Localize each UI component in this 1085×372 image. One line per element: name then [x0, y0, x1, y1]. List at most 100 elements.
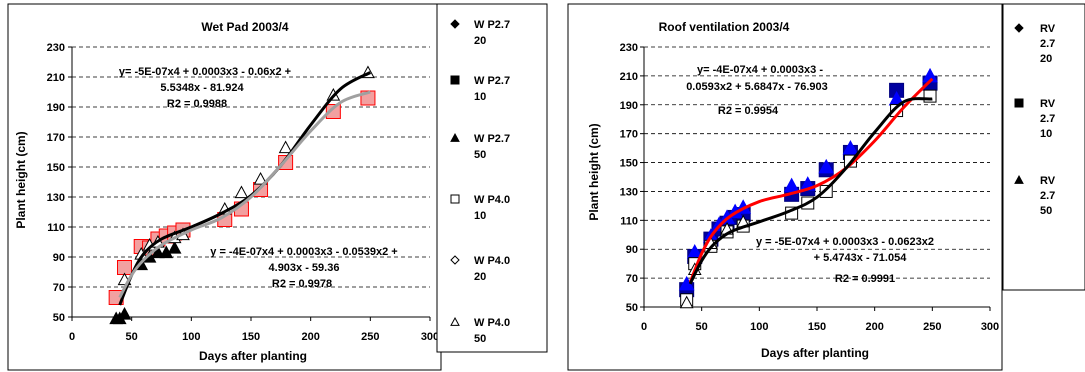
legend-label: RV: [1040, 175, 1056, 187]
legend-label: 10: [1040, 128, 1052, 140]
legend-box: [436, 3, 548, 353]
y-tick-label: 190: [620, 100, 638, 112]
chart-2: Roof ventilation 2003/4 50 70 90 110 130 150 17…: [567, 3, 1085, 371]
y-tick-label: 130: [47, 192, 65, 204]
equation-label: + 5.4743x - 71.054: [814, 252, 908, 264]
data-point: [117, 260, 133, 275]
legend-label: 20: [474, 35, 486, 47]
legend-label: 10: [474, 210, 486, 222]
legend-label: W P4.0: [474, 194, 510, 206]
x-tick-label: 200: [301, 331, 319, 343]
data-point: [234, 185, 249, 199]
x-tick-label: 250: [923, 321, 941, 333]
data-point: [818, 158, 835, 174]
x-tick-label: 300: [421, 331, 439, 343]
data-point: [117, 306, 132, 320]
data-point: [842, 140, 859, 155]
y-tick-label: 150: [620, 158, 638, 170]
y-tick-label: 70: [626, 273, 638, 285]
legend-label: W P2.7: [474, 19, 510, 31]
legend-label: W P2.7: [474, 133, 510, 145]
x-axis-label: Days after planting: [761, 346, 869, 360]
legend-label: 20: [1040, 53, 1052, 65]
legend-label: 10: [474, 91, 486, 103]
legend-label: W P4.0: [474, 317, 510, 329]
x-tick-label: 0: [641, 321, 647, 333]
y-tick-label: 210: [620, 71, 638, 83]
y-tick-label: 170: [47, 132, 65, 144]
equation-label: y = -5E-07x4 + 0.0003x3 - 0.0623x2: [756, 236, 934, 248]
legend-label: RV: [1040, 23, 1056, 35]
y-tick-label: 110: [620, 215, 638, 227]
y-tick-label: 70: [53, 282, 65, 294]
equation-label: 4.903x - 59.36: [269, 262, 340, 274]
legend-label: RV: [1040, 98, 1056, 110]
trendline: [688, 97, 933, 285]
legend-marker: [450, 316, 460, 326]
legend-marker: [450, 132, 460, 142]
legend-marker: [450, 75, 460, 85]
legend-label: 50: [474, 333, 486, 345]
y-tick-label: 230: [620, 42, 638, 54]
legend-label: 2.7: [1040, 113, 1055, 125]
equation-label: 5.5348x - 81.924: [160, 82, 244, 94]
data-point: [278, 140, 293, 154]
equation-label: R2 = 0.9954: [718, 105, 779, 117]
equation-label: R2 = 0.9978: [272, 278, 332, 290]
x-tick-label: 200: [865, 321, 883, 333]
equation-label: 0.0593x2 + 5.6847x - 76.903: [686, 81, 828, 93]
x-tick-label: 50: [696, 321, 708, 333]
x-tick-label: 100: [750, 321, 768, 333]
legend-label: W P2.7: [474, 75, 510, 87]
legend-label: 20: [474, 271, 486, 283]
equation-label: R2 = 0.9988: [167, 98, 227, 110]
chart-title: Wet Pad 2003/4: [201, 20, 288, 34]
y-tick-label: 50: [53, 312, 65, 324]
chart-frame: [7, 3, 442, 371]
legend-label: W P4.0: [474, 255, 510, 267]
equation-label: y = -4E-07x4 + 0.0003x3 - 0.0539x2 +: [210, 246, 397, 258]
y-tick-label: 130: [620, 186, 638, 198]
y-tick-label: 170: [620, 129, 638, 141]
y-axis-label: Plant height (cm): [587, 123, 601, 220]
data-point: [151, 245, 165, 259]
x-tick-label: 300: [981, 321, 999, 333]
y-tick-label: 110: [47, 222, 65, 234]
data-point: [253, 171, 268, 185]
data-point: [819, 184, 833, 198]
x-tick-label: 0: [69, 331, 75, 343]
y-tick-label: 50: [626, 302, 638, 314]
legend-label: 50: [474, 149, 486, 161]
data-point: [679, 295, 694, 309]
legend-marker: [450, 194, 460, 204]
chart-title: Roof ventilation 2003/4: [659, 20, 790, 34]
x-tick-label: 150: [242, 331, 260, 343]
legend-marker: [1014, 23, 1024, 33]
legend-box: [1002, 3, 1085, 291]
x-tick-label: 50: [126, 331, 138, 343]
legend-marker: [450, 19, 460, 29]
x-tick-label: 150: [808, 321, 826, 333]
legend-label: 2.7: [1040, 38, 1055, 50]
y-tick-label: 210: [47, 72, 65, 84]
trendline: [118, 90, 371, 299]
y-tick-label: 90: [53, 252, 65, 264]
y-tick-label: 150: [47, 162, 65, 174]
legend-label: 50: [1040, 205, 1052, 217]
y-tick-label: 190: [47, 102, 65, 114]
x-tick-label: 250: [361, 331, 379, 343]
trendline: [688, 77, 934, 284]
legend-marker: [450, 255, 460, 265]
y-axis-label: Plant height (cm): [14, 131, 28, 228]
data-point: [783, 177, 800, 193]
data-point: [167, 240, 182, 254]
legend-marker: [1014, 98, 1024, 108]
x-axis-label: Days after planting: [199, 349, 307, 363]
equation-label: y= -5E-07x4 + 0.0003x3 - 0.06x2 +: [119, 66, 291, 78]
data-point: [325, 104, 341, 119]
x-tick-label: 100: [182, 331, 200, 343]
trendline: [118, 71, 372, 306]
y-tick-label: 90: [626, 244, 638, 256]
y-tick-label: 230: [47, 42, 65, 54]
